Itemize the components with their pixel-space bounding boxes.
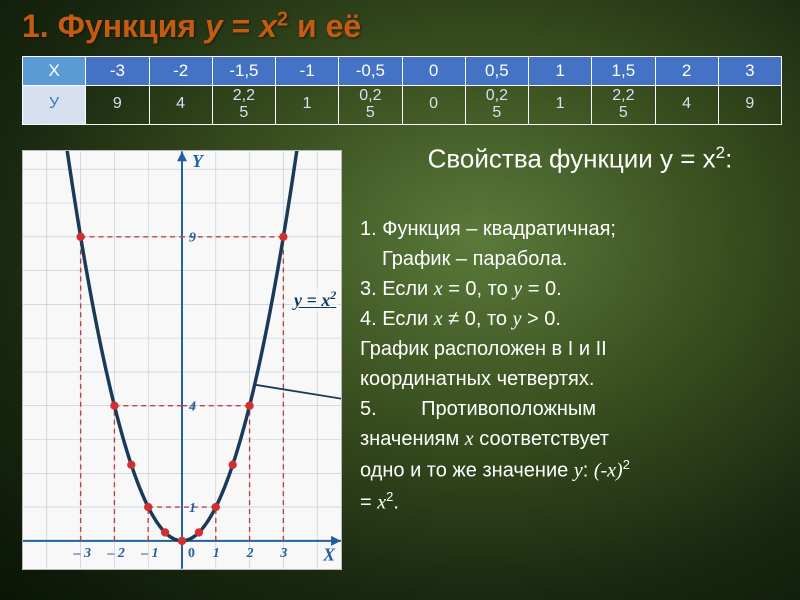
- properties-list: 1. Функция – квадратичная; График – параб…: [360, 216, 780, 519]
- header-label: Х: [23, 57, 86, 86]
- graph-svg: – 3 – 2 – 1 1 2 3 1 4 9 0 X Y: [23, 151, 341, 569]
- property-line: 1. Функция – квадратичная;: [360, 216, 780, 243]
- table-value-cell: 9: [718, 86, 781, 125]
- svg-text:– 2: – 2: [106, 546, 124, 561]
- table-value-cell: 0: [402, 86, 465, 125]
- table-header-cell: 2: [655, 57, 718, 86]
- property-line: 3. Если x = 0, то y = 0.: [360, 276, 780, 303]
- values-table: Х -3-2-1,5-1-0,500,511,523 У 942,2510,25…: [22, 56, 782, 125]
- table-value-cell: 0,25: [465, 86, 528, 125]
- svg-text:4: 4: [188, 400, 196, 415]
- table-value-cell: 1: [276, 86, 339, 125]
- table-value-cell: 9: [86, 86, 149, 125]
- table-value-cell: 0,25: [339, 86, 402, 125]
- table-header-cell: -1: [276, 57, 339, 86]
- svg-text:3: 3: [279, 546, 287, 561]
- property-line: значениям x соответствует: [360, 426, 780, 453]
- svg-text:1: 1: [189, 501, 196, 516]
- table-header-cell: -0,5: [339, 57, 402, 86]
- property-line: График – парабола.: [360, 246, 780, 273]
- property-line: 5. Противоположным: [360, 396, 780, 423]
- table-value-cell: 4: [655, 86, 718, 125]
- property-line: 4. Если x ≠ 0, то y > 0.: [360, 306, 780, 333]
- property-line: График расположен в I и II: [360, 336, 780, 363]
- table-header-cell: 0,5: [465, 57, 528, 86]
- table-header-cell: -3: [86, 57, 149, 86]
- svg-text:X: X: [322, 545, 336, 565]
- function-label: y = x2: [292, 288, 338, 311]
- svg-text:9: 9: [189, 231, 196, 246]
- table-value-row: У 942,2510,2500,2512,2549: [23, 86, 782, 125]
- table-value-cell: 4: [149, 86, 212, 125]
- table-header-cell: 1: [529, 57, 592, 86]
- table-value-cell: 1: [529, 86, 592, 125]
- table-value-cell: 2,25: [212, 86, 275, 125]
- title-text: 1. Функция у = х2 и её: [22, 8, 361, 44]
- svg-text:– 1: – 1: [140, 546, 158, 561]
- property-line: = x2.: [360, 488, 780, 517]
- row-label: У: [23, 86, 86, 125]
- svg-text:2: 2: [246, 546, 254, 561]
- table-header-cell: 1,5: [592, 57, 655, 86]
- property-line: одно и то же значение y: (-x)2: [360, 456, 780, 485]
- properties-title: Свойства функции у = х2:: [380, 142, 780, 175]
- table-header-row: Х -3-2-1,5-1-0,500,511,523: [23, 57, 782, 86]
- svg-text:1: 1: [213, 546, 220, 561]
- table-value-cell: 2,25: [592, 86, 655, 125]
- svg-text:Y: Y: [192, 151, 205, 171]
- page-title: 1. Функция у = х2 и её: [22, 8, 361, 45]
- table-header-cell: -1,5: [212, 57, 275, 86]
- parabola-graph: – 3 – 2 – 1 1 2 3 1 4 9 0 X Y: [22, 150, 342, 570]
- property-line: координатных четвертях.: [360, 366, 780, 393]
- table-header-cell: 3: [718, 57, 781, 86]
- svg-text:0: 0: [188, 546, 195, 561]
- svg-text:– 3: – 3: [73, 546, 91, 561]
- table-header-cell: 0: [402, 57, 465, 86]
- table-header-cell: -2: [149, 57, 212, 86]
